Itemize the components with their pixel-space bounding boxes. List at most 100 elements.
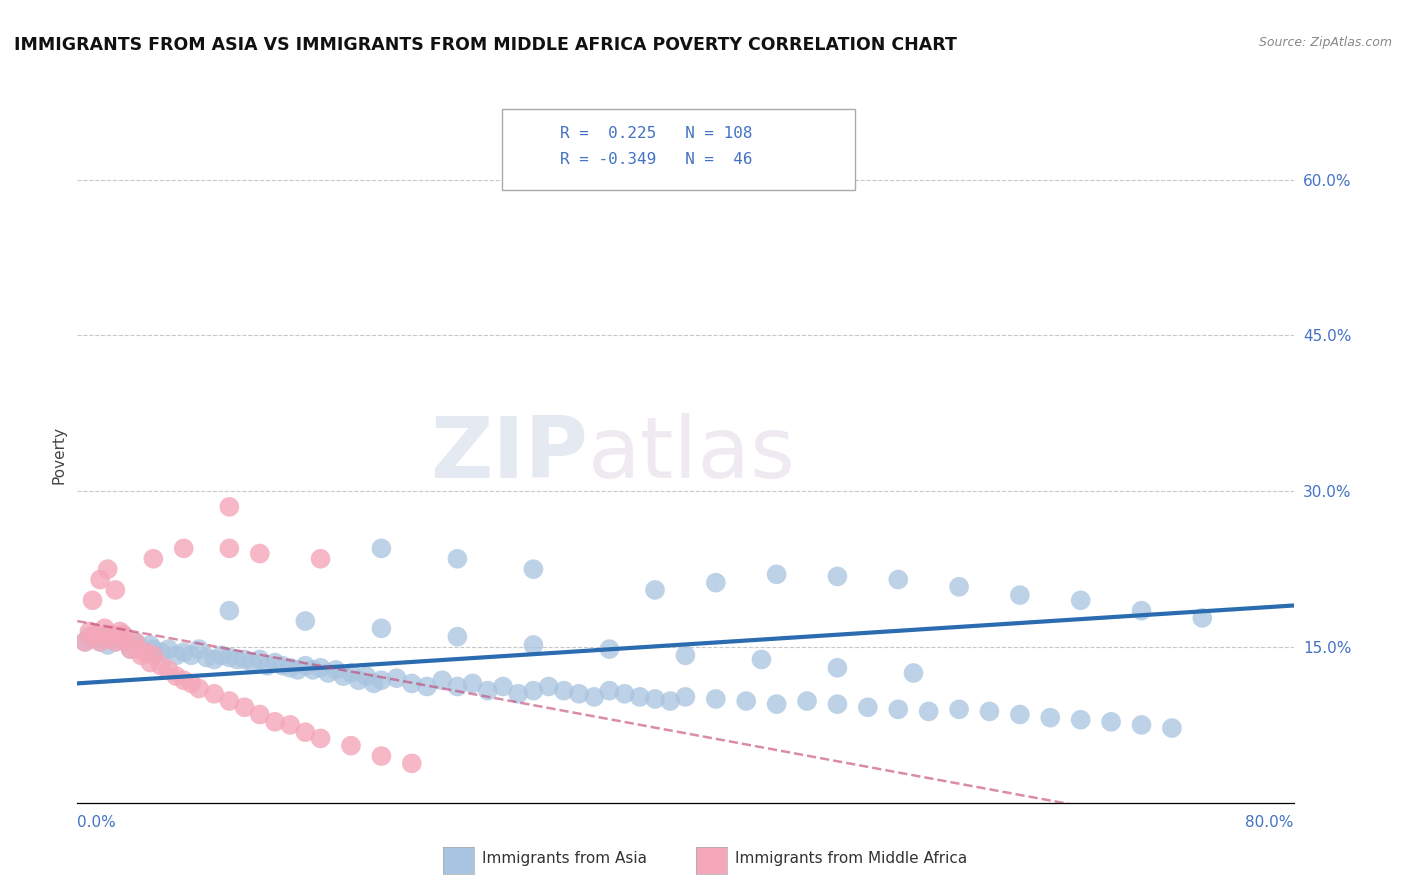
Point — [370, 541, 392, 556]
Point — [568, 687, 591, 701]
Point — [278, 661, 301, 675]
Point — [165, 648, 187, 663]
Point — [659, 694, 682, 708]
Point — [948, 702, 970, 716]
Text: ZIP: ZIP — [430, 413, 588, 497]
Point — [173, 541, 195, 556]
Y-axis label: Poverty: Poverty — [51, 425, 66, 484]
Point — [79, 624, 101, 639]
Point — [537, 680, 560, 694]
Point — [120, 642, 142, 657]
Point — [139, 656, 162, 670]
Point — [108, 630, 131, 644]
Point — [188, 642, 211, 657]
Point — [97, 632, 120, 646]
Point — [675, 648, 697, 663]
Point — [827, 661, 849, 675]
Point — [1070, 593, 1092, 607]
Point — [1130, 604, 1153, 618]
Point — [446, 630, 468, 644]
Point — [385, 671, 408, 685]
Point — [97, 638, 120, 652]
Point — [173, 673, 195, 688]
Point — [124, 635, 146, 649]
Point — [173, 645, 195, 659]
Point — [89, 573, 111, 587]
Point — [127, 642, 149, 657]
Point — [461, 676, 484, 690]
Point — [644, 692, 666, 706]
Point — [302, 663, 325, 677]
Point — [347, 673, 370, 688]
Point — [149, 658, 172, 673]
Text: atlas: atlas — [588, 413, 796, 497]
Point — [139, 638, 162, 652]
Point — [309, 731, 332, 746]
Point — [979, 705, 1001, 719]
Point — [249, 547, 271, 561]
Point — [188, 681, 211, 696]
Point — [271, 658, 294, 673]
Point — [613, 687, 636, 701]
Point — [1008, 588, 1031, 602]
Point — [157, 642, 180, 657]
Point — [73, 635, 96, 649]
Point — [827, 569, 849, 583]
Point — [79, 630, 101, 644]
Point — [583, 690, 606, 704]
Point — [124, 635, 146, 649]
Point — [218, 604, 240, 618]
Point — [97, 562, 120, 576]
Text: R =  0.225   N = 108: R = 0.225 N = 108 — [560, 126, 752, 141]
Point — [240, 656, 263, 670]
Point — [142, 551, 165, 566]
Point — [735, 694, 758, 708]
Point — [249, 707, 271, 722]
Point — [1161, 721, 1184, 735]
Point — [309, 551, 332, 566]
Point — [89, 635, 111, 649]
Text: R = -0.349   N =  46: R = -0.349 N = 46 — [560, 152, 752, 167]
Point — [233, 700, 256, 714]
Point — [704, 575, 727, 590]
Point — [104, 635, 127, 649]
Point — [827, 697, 849, 711]
Point — [82, 593, 104, 607]
Point — [1130, 718, 1153, 732]
Point — [120, 642, 142, 657]
Point — [522, 638, 544, 652]
Point — [278, 718, 301, 732]
Point — [598, 683, 620, 698]
Point — [508, 687, 530, 701]
Point — [129, 648, 152, 663]
Point — [430, 673, 453, 688]
Point — [765, 697, 787, 711]
Point — [796, 694, 818, 708]
Point — [1039, 711, 1062, 725]
Point — [108, 624, 131, 639]
Point — [446, 551, 468, 566]
Point — [100, 632, 122, 646]
Point — [856, 700, 879, 714]
Point — [354, 669, 377, 683]
Point — [111, 627, 134, 641]
Point — [316, 665, 339, 680]
Point — [104, 635, 127, 649]
Point — [202, 652, 225, 666]
Point — [82, 630, 104, 644]
Point — [416, 680, 439, 694]
Point — [1099, 714, 1122, 729]
Point — [704, 692, 727, 706]
Point — [675, 690, 697, 704]
Text: IMMIGRANTS FROM ASIA VS IMMIGRANTS FROM MIDDLE AFRICA POVERTY CORRELATION CHART: IMMIGRANTS FROM ASIA VS IMMIGRANTS FROM … — [14, 36, 957, 54]
Point — [325, 663, 347, 677]
Point — [256, 658, 278, 673]
Point — [218, 694, 240, 708]
Point — [218, 650, 240, 665]
Point — [264, 714, 287, 729]
Text: 80.0%: 80.0% — [1246, 815, 1294, 830]
Point — [135, 645, 157, 659]
Point — [887, 573, 910, 587]
Point — [363, 676, 385, 690]
Point — [135, 645, 157, 659]
